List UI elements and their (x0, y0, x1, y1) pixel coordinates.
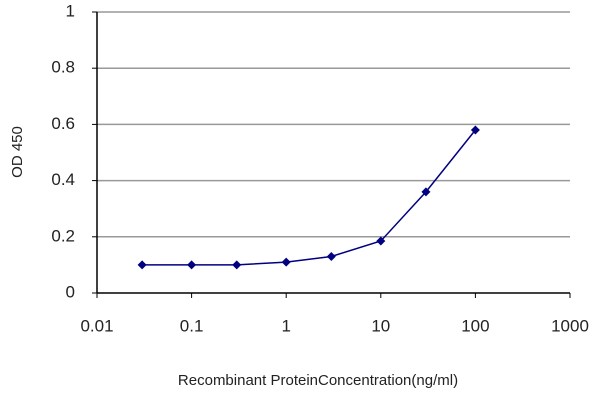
y-tick-label: 0.8 (51, 58, 75, 77)
x-tick-label: 100 (461, 316, 489, 335)
x-tick-label: 0.01 (80, 316, 113, 335)
data-point (421, 187, 431, 197)
x-axis-label: Recombinant ProteinConcentration(ng/ml) (178, 372, 458, 389)
y-tick-label: 0.6 (51, 114, 75, 133)
data-line (142, 129, 476, 266)
data-point (232, 260, 242, 270)
y-tick-label: 0.4 (51, 170, 75, 189)
data-point (470, 125, 480, 135)
x-tick-label: 1 (281, 316, 290, 335)
data-point (187, 260, 197, 270)
x-tick-label: 10 (371, 316, 390, 335)
x-tick-label: 0.1 (180, 316, 204, 335)
y-tick-label: 1 (66, 1, 75, 20)
y-tick-label: 0 (66, 282, 75, 301)
data-point (376, 236, 386, 246)
y-tick-label: 0.2 (51, 226, 75, 245)
data-point (137, 260, 147, 270)
y-axis-label: OD 450 (9, 126, 26, 178)
data-point (326, 251, 336, 261)
x-tick-label: 1000 (551, 316, 589, 335)
data-point (281, 257, 291, 267)
